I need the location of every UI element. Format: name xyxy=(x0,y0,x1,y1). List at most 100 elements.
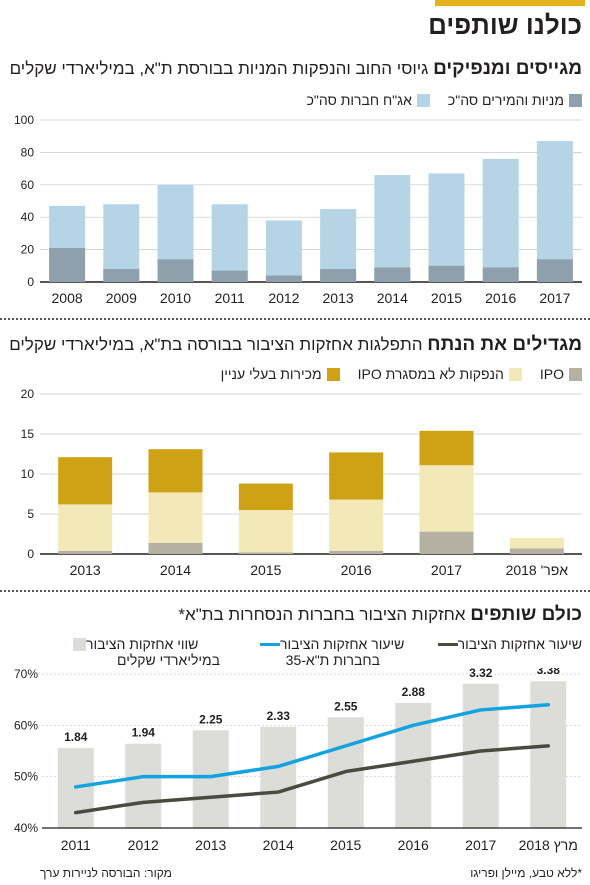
chart2-bar-nonipo xyxy=(509,538,564,549)
chart1-title: מגייסים ומנפיקים גיוסי החוב והנפקות המני… xyxy=(10,58,582,80)
chart3-bar-data-label: 2.33 xyxy=(267,709,291,723)
chart3-y-tick-label: 40% xyxy=(14,821,38,835)
chart1-y-tick-label: 100 xyxy=(14,113,34,127)
chart2-y-tick-label: 15 xyxy=(21,427,35,441)
chart2-legend-item-ipo: IPO xyxy=(540,366,582,382)
chart1-legend: מניות והמירים סה"כ אג"ח חברות סה"כ xyxy=(289,92,582,108)
chart3-bar-data-label: 3.32 xyxy=(469,668,493,680)
chart2-legend-swatch-ipo xyxy=(569,367,582,381)
chart2-bar-ipo xyxy=(509,548,564,554)
chart1-legend-item-bonds: אג"ח חברות סה"כ xyxy=(307,92,430,108)
chart2-y-tick-label: 10 xyxy=(21,467,35,481)
chart1-bar-bonds xyxy=(536,141,573,282)
chart1-x-tick-label: 2009 xyxy=(106,290,137,306)
chart1-x-tick-label: 2010 xyxy=(160,290,191,306)
chart3-svg: 40% 50% 60% 70% 1.84 2011 1.94 2012 2.25 2013 2.33… xyxy=(14,668,582,853)
chart1-x-tick-label: 2017 xyxy=(539,290,570,306)
divider-2 xyxy=(0,590,590,592)
chart2-x-tick-label: 2013 xyxy=(70,562,101,578)
chart2-y-tick-label: 0 xyxy=(27,547,34,561)
chart1-title-rest: גיוסי החוב והנפקות המניות בבורסת ת"א, במ… xyxy=(9,59,429,78)
chart3-x-tick-label: 2013 xyxy=(195,837,226,853)
chart2-bar-insiders xyxy=(148,449,203,493)
chart2-x-tick-label: 2017 xyxy=(431,562,462,578)
footer-note: *ללא טבע, מיילן ופריגו xyxy=(470,866,582,880)
chart1-y-tick-label: 60 xyxy=(21,178,35,192)
chart2-bar-ipo xyxy=(148,542,203,554)
chart1-bar-stocks xyxy=(211,270,248,282)
chart1-bar-stocks xyxy=(428,265,465,282)
chart2-y-tick-label: 5 xyxy=(27,507,34,521)
chart2-x-tick-label: אפר' 2018 xyxy=(506,562,569,578)
chart3-legend-swatch-line-dark xyxy=(437,642,458,646)
chart3-title: כולם שותפים אחזקות הציבור בחברות הנסחרות… xyxy=(178,604,582,626)
chart2-title-bold: מגדילים את הנתח xyxy=(427,334,582,355)
chart3-y-tick-label: 60% xyxy=(14,718,38,732)
chart2-bar-ipo xyxy=(329,550,384,554)
chart3-legend-label-line-cyan-2: בחברות ת"א-35 xyxy=(285,652,380,668)
chart1-legend-item-stocks: מניות והמירים סה"כ xyxy=(448,92,582,108)
chart1-x-tick-label: 2011 xyxy=(215,290,245,306)
chart3-legend-label-bars-1: שווי אחזקות הציבור xyxy=(86,636,199,652)
chart3-legend-label-bars-2: במיליארדי שקלים xyxy=(117,652,220,668)
chart1-legend-swatch-bonds xyxy=(416,93,430,107)
chart1-bar-bonds xyxy=(428,173,465,282)
chart3-x-tick-label: מרץ 2018 xyxy=(519,837,578,853)
footer-source: מקור: הבורסה לניירות ערך xyxy=(40,866,172,880)
chart2-legend-label-nonipo: הנפקות לא במסגרת IPO xyxy=(357,366,504,382)
chart1-bar-stocks xyxy=(320,269,357,282)
chart1-x-tick-label: 2012 xyxy=(268,290,299,306)
chart1-legend-label-bonds: אג"ח חברות סה"כ xyxy=(306,92,412,108)
chart3-legend-line-cyan: שיעור אחזקות הציבור בחברות ת"א-35 xyxy=(255,636,405,668)
chart2-legend: IPO הנפקות לא במסגרת IPO מכירות בעלי עני… xyxy=(203,366,582,382)
chart1-bar-stocks xyxy=(265,275,302,282)
chart3-bar-data-label: 1.94 xyxy=(132,726,156,740)
chart2-bar-insiders xyxy=(238,483,293,510)
chart2-svg: 0 5 10 15 20 2013 2014 2015 2016 2017 אפר' 2018 xyxy=(21,387,582,578)
chart1-bar-stocks xyxy=(157,259,194,282)
chart3-bar xyxy=(462,683,499,828)
chart3-bar xyxy=(125,743,162,828)
chart1-x-tick-label: 2014 xyxy=(377,290,408,306)
chart3-legend-line-dark: שיעור אחזקות הציבור xyxy=(433,636,582,652)
chart2-legend-label-ipo: IPO xyxy=(539,366,564,382)
chart2-x-tick-label: 2016 xyxy=(341,562,372,578)
chart2-title-rest: התפלגות אחזקות הציבור בבורסה בת"א, במילי… xyxy=(9,335,423,354)
chart1-bar-bonds xyxy=(265,220,302,282)
chart3-title-bold: כולם שותפים xyxy=(470,604,582,625)
chart2-x-tick-label: 2014 xyxy=(160,562,191,578)
chart2-bar-nonipo xyxy=(419,465,474,532)
chart3-x-tick-label: 2012 xyxy=(128,837,159,853)
chart3-legend-swatch-line-cyan xyxy=(260,642,280,646)
chart1-bar-stocks xyxy=(536,259,573,282)
chart3-legend-label-line-cyan-1: שיעור אחזקות הציבור xyxy=(280,636,405,652)
chart1-bar-bonds xyxy=(482,158,519,282)
chart2-y-tick-label: 20 xyxy=(21,387,35,401)
chart3-y-tick-label: 50% xyxy=(14,770,38,784)
chart3-legend-swatch-bars xyxy=(73,637,86,651)
chart3-x-tick-label: 2017 xyxy=(465,837,496,853)
divider-1 xyxy=(0,318,590,320)
chart2-legend-label-insiders: מכירות בעלי עניין xyxy=(220,366,322,382)
chart3-bar xyxy=(192,730,229,828)
chart3-bar-data-label: 2.55 xyxy=(334,699,358,713)
chart1-title-bold: מגייסים ומנפיקים xyxy=(433,58,582,79)
chart2-bar-insiders xyxy=(419,430,474,466)
chart2-legend-item-nonipo: הנפקות לא במסגרת IPO xyxy=(358,366,522,382)
chart2-legend-item-insiders: מכירות בעלי עניין xyxy=(221,366,340,382)
chart3-x-tick-label: 2016 xyxy=(398,837,429,853)
chart1-bar-bonds xyxy=(374,175,411,282)
chart3-bar-data-label: 2.88 xyxy=(402,685,426,699)
chart1-bar-bonds xyxy=(211,204,248,282)
chart1-svg: 0 20 40 60 80 100 2008 2009 2010 2011 2012 2013 2014… xyxy=(14,113,582,306)
chart2-bar-ipo xyxy=(238,552,293,554)
title-accent-bar xyxy=(435,0,585,6)
chart2-bar-insiders xyxy=(58,457,113,505)
chart2-bar-nonipo xyxy=(58,504,113,551)
chart2-x-tick-label: 2015 xyxy=(250,562,281,578)
chart1-x-tick-label: 2013 xyxy=(323,290,354,306)
chart2-title: מגדילים את הנתח התפלגות אחזקות הציבור בב… xyxy=(9,334,582,356)
chart3-bar xyxy=(260,726,297,828)
chart1-bar-stocks xyxy=(374,267,411,282)
chart2-bar-nonipo xyxy=(238,510,293,553)
